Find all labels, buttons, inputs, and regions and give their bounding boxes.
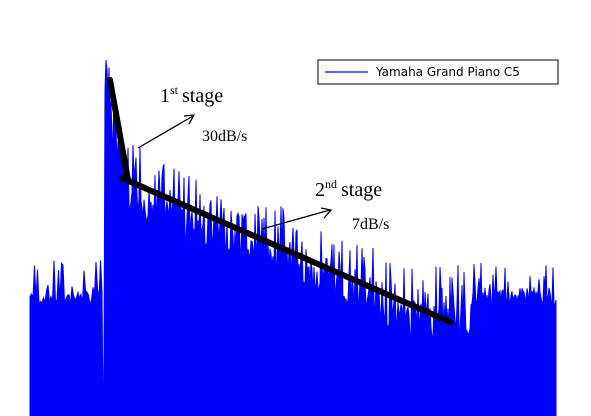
stage1-label: 1st stage xyxy=(160,83,223,107)
legend: Yamaha Grand Piano C5 xyxy=(317,59,559,85)
legend-entry-label: Yamaha Grand Piano C5 xyxy=(375,65,520,79)
noise-floor-series xyxy=(29,260,104,416)
stage2-label: 2nd stage xyxy=(315,177,382,201)
stage1-fit-line xyxy=(107,77,131,183)
stage2-arrow xyxy=(261,207,333,230)
stage2-fit-line xyxy=(119,175,453,325)
stage1-rate-label: 30dB/s xyxy=(202,128,247,145)
stage2-rate-label: 7dB/s xyxy=(352,216,389,233)
stage1-arrow xyxy=(137,114,196,149)
